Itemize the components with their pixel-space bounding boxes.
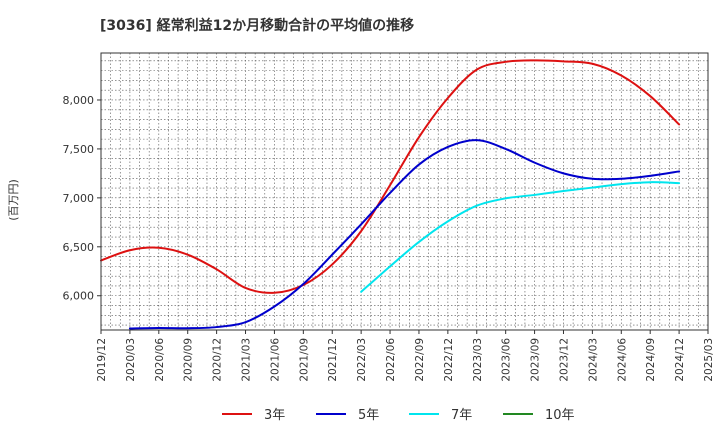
x-tick-label: 2022/06 xyxy=(385,338,397,382)
x-tick-label: 2020/03 xyxy=(125,338,137,382)
x-tick-label: 2022/12 xyxy=(443,338,455,382)
x-tick-label: 2021/09 xyxy=(298,338,310,382)
x-tick-label: 2023/03 xyxy=(472,338,484,382)
legend-label: 10年 xyxy=(545,408,575,423)
legend-label: 3年 xyxy=(264,408,285,423)
chart-title: [3036] 経常利益12か月移動合計の平均値の推移 xyxy=(100,17,414,34)
x-tick-label: 2022/03 xyxy=(356,338,368,382)
x-tick-label: 2022/09 xyxy=(414,338,426,382)
x-tick-label: 2020/12 xyxy=(212,338,224,382)
x-tick-label: 2021/03 xyxy=(241,338,253,382)
series-lines xyxy=(100,59,681,330)
x-tick-label: 2019/12 xyxy=(96,338,108,382)
x-tick-label: 2023/09 xyxy=(530,338,542,382)
x-tick-label: 2024/09 xyxy=(645,338,657,382)
x-tick-label: 2023/12 xyxy=(558,338,570,382)
x-tick-label: 2025/03 xyxy=(703,338,715,382)
legend-label: 7年 xyxy=(451,408,472,423)
y-ticks: 6,000 6,500 7,000 7,500 8,000 xyxy=(63,94,101,303)
series-line-2 xyxy=(360,181,681,293)
y-tick-label: 7,500 xyxy=(63,143,95,156)
x-tick-label: 2021/12 xyxy=(327,338,339,382)
x-tick-label: 2024/12 xyxy=(674,338,686,382)
plot-frame xyxy=(100,52,709,331)
x-tick-label: 2024/06 xyxy=(616,338,628,382)
series-line-1 xyxy=(128,139,681,330)
grid xyxy=(101,53,708,330)
y-tick-label: 7,000 xyxy=(63,192,95,205)
x-tick-label: 2021/06 xyxy=(269,338,281,382)
y-tick-label: 6,500 xyxy=(63,241,95,254)
x-tick-label: 2023/06 xyxy=(501,338,513,382)
y-tick-label: 6,000 xyxy=(63,290,95,303)
x-tick-label: 2024/03 xyxy=(587,338,599,382)
legend-label: 5年 xyxy=(358,408,379,423)
x-tick-label: 2020/06 xyxy=(154,338,166,382)
legend: 3年 5年 7年 10年 xyxy=(222,408,575,423)
y-tick-label: 8,000 xyxy=(63,94,95,107)
y-axis-label: (百万円) xyxy=(7,179,20,221)
x-ticks: 2019/12 2020/03 2020/06 2020/09 2020/12 2021/… xyxy=(96,330,715,382)
x-tick-label: 2020/09 xyxy=(183,338,195,382)
series-line-0 xyxy=(100,59,681,294)
